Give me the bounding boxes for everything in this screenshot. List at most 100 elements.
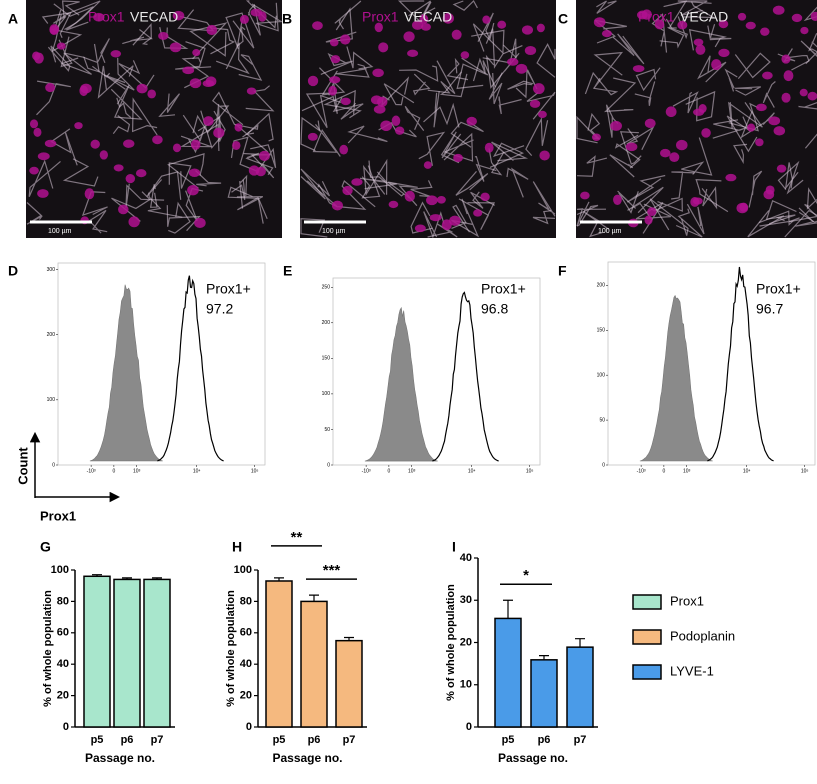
cell-border [305,92,342,129]
nucleus [610,120,622,131]
y-tick-label: 20 [460,636,472,648]
error-bar [539,654,549,660]
cell-border [576,204,599,227]
panel-letter: E [283,263,292,279]
stain-label: VECAD [404,9,452,25]
cell-border [36,80,71,116]
cell-border [609,154,635,178]
nucleus [593,17,606,28]
nucleus [378,42,389,53]
cell-border [525,116,549,157]
nucleus [370,95,383,105]
nucleus [172,10,185,21]
y-tick-label: 100 [51,564,69,576]
cell-border [452,0,478,11]
bar [265,580,293,728]
nucleus [172,143,182,153]
cell-border [576,155,608,177]
cell-border [158,93,181,118]
panel-letter: G [40,539,51,555]
nucleus [647,207,657,216]
panel-letter: I [452,539,456,555]
cell-border [733,143,748,165]
cell-border [118,60,155,89]
cell-border [777,160,804,195]
cell-border [50,128,78,166]
cell-border [338,180,376,210]
nucleus [676,139,688,151]
nucleus [33,127,42,137]
nucleus [394,126,405,135]
nucleus [331,200,343,211]
nucleus [484,142,494,153]
prox1-population [707,266,774,462]
panel-letter: D [8,263,18,279]
y-tick-label: 100 [322,391,331,397]
x-tick-label: 10⁴ [468,468,476,474]
cell-border [244,112,274,142]
cell-border [672,91,699,114]
nucleus [45,83,56,93]
negative-population [364,306,438,462]
micrograph [26,0,283,238]
nucleus [248,165,260,176]
y-tick-label: 40 [240,658,252,670]
cell-border [681,1,716,27]
nucleus [421,23,431,31]
cell-border [485,28,523,69]
nucleus [460,51,470,59]
cell-border [61,0,80,18]
cell-border [688,29,727,51]
nucleus [340,34,351,45]
cell-border [189,22,228,60]
cell-border [451,204,471,233]
x-tick-label: 10⁴ [743,468,751,474]
nucleus [113,164,124,172]
nucleus [693,38,704,47]
gate-percent: 96.8 [481,301,508,317]
cell-border [587,112,601,140]
cell-border [605,104,619,138]
cell-border [215,42,250,75]
cell-border [195,170,222,187]
nucleus [135,169,147,178]
nucleus [194,217,206,228]
cell-border [168,162,192,189]
nucleus [762,71,773,80]
nucleus [601,30,612,38]
cell-border [635,201,672,234]
bar [494,617,522,728]
histogram-frame [57,262,266,466]
cell-border [784,162,799,191]
nucleus [644,118,656,129]
gate-label: Prox1+ [481,281,526,297]
nucleus [625,142,638,152]
nucleus [773,126,786,136]
nucleus [800,26,809,35]
nucleus [791,13,803,23]
cell-border [116,97,132,118]
cell-border [663,0,688,29]
nucleus [783,70,794,82]
y-tick-label: 40 [460,552,472,564]
cell-border [456,57,489,90]
nucleus [328,85,338,96]
cell-border [576,201,607,227]
nucleus [695,44,706,55]
nucleus [768,116,781,126]
nucleus [93,12,105,22]
nucleus [529,99,541,108]
error-bar [274,577,284,581]
stain-label: VECAD [680,9,728,25]
nucleus [258,150,270,162]
cell-border [617,190,639,214]
cell-border [335,63,370,78]
cell-border [325,7,357,43]
y-tick-label: 200 [47,332,56,338]
cell-border [245,0,277,29]
cell-border [800,40,817,65]
cell-border [785,54,810,71]
x-axis-label: Passage no. [498,751,568,765]
error-bar [344,636,354,641]
x-tick-label: p7 [151,734,164,746]
